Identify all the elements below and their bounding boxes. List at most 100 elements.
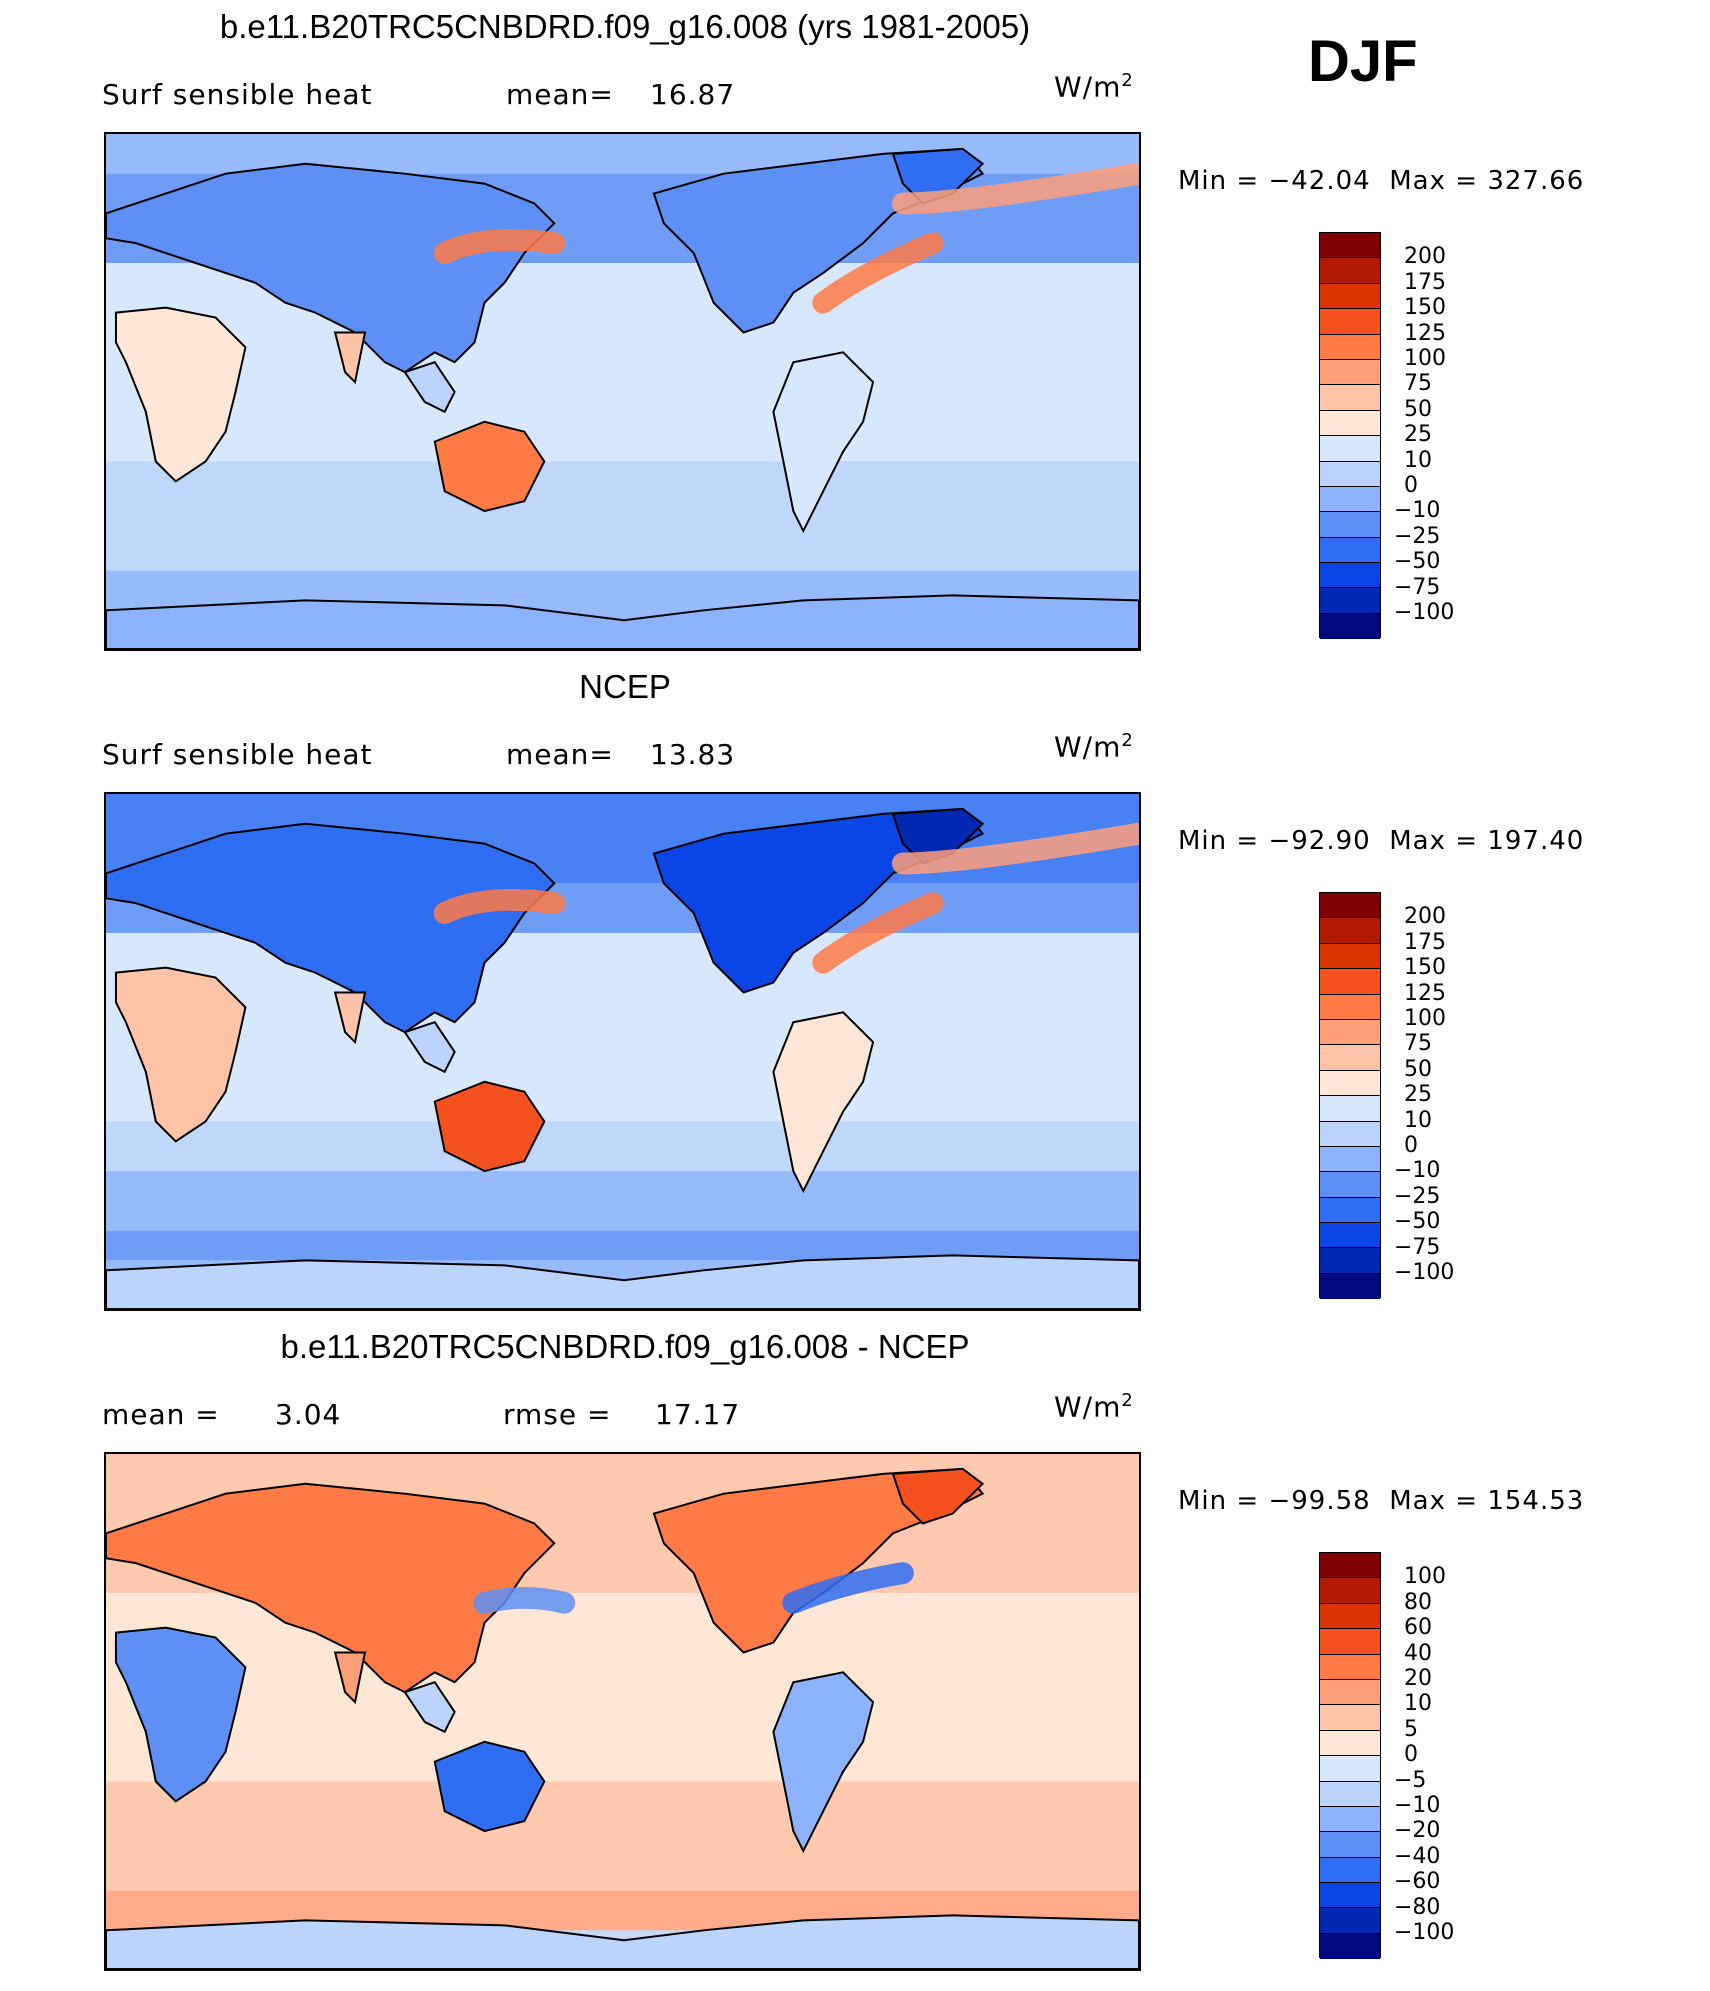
colorbar-swatch (1320, 1679, 1380, 1706)
min-max-readout: Min = −99.58 Max = 154.53 (1178, 1486, 1584, 1516)
eq: = (1445, 166, 1488, 196)
colorbar-swatch (1320, 283, 1380, 310)
stat-value: 17.17 (655, 1398, 741, 1431)
continent-antarctica (106, 1914, 1139, 1969)
colorbar-swatch (1320, 1654, 1380, 1680)
colorbar-tick-label: 175 (1404, 929, 1446, 955)
colorbar-swatch (1320, 1045, 1380, 1071)
colorbar-tick-label: 0 (1404, 1133, 1418, 1158)
continent-india (333, 331, 367, 385)
sp (1371, 166, 1390, 196)
colorbar-swatch (1320, 1197, 1380, 1224)
stat-value: 13.83 (650, 738, 736, 771)
units-label: W/m2 (1054, 70, 1134, 103)
units-exponent: 2 (1121, 70, 1134, 91)
colorbar-tick-label: −10 (1394, 498, 1441, 524)
colorbar-tick-label: 10 (1404, 1107, 1432, 1133)
continent-seasia (403, 361, 456, 414)
colorbar-swatch (1320, 1121, 1380, 1147)
colorbar-swatch (1320, 994, 1380, 1020)
contour-band (106, 134, 1139, 174)
continent-africa (114, 966, 247, 1143)
colorbar-tick-label: 125 (1404, 980, 1446, 1006)
ocean-current-feature (891, 822, 1139, 875)
colorbar-tick-label: 75 (1404, 371, 1432, 397)
colorbar-swatch (1320, 309, 1380, 335)
contour-band (106, 942, 1139, 1092)
continent-australia (433, 1740, 546, 1833)
colorbar-swatch (1320, 893, 1380, 919)
colorbar-swatch (1320, 359, 1380, 386)
panel-title: NCEP (579, 668, 671, 705)
contour-band (106, 292, 1139, 432)
colorbar-swatch (1320, 588, 1380, 614)
colorbar-swatch (1320, 1223, 1380, 1249)
colorbar-swatch (1320, 537, 1380, 564)
colorbar-swatch (1320, 1756, 1380, 1782)
units-label: W/m2 (1054, 730, 1134, 763)
units-label: W/m2 (1054, 1390, 1134, 1423)
colorbar (1319, 1552, 1381, 1960)
stat-value: 16.87 (650, 78, 736, 111)
colorbar-swatch (1320, 1857, 1380, 1884)
colorbar (1319, 892, 1381, 1300)
colorbar-tick-label: 100 (1404, 1564, 1446, 1590)
contour-map (104, 1452, 1141, 1971)
continent-australia (433, 420, 546, 513)
colorbar-tick-label: 125 (1404, 320, 1446, 346)
continent-australia (433, 1080, 546, 1173)
colorbar-swatch (1320, 1172, 1380, 1198)
contour-band (106, 1121, 1139, 1172)
colorbar-tick-label: 25 (1404, 422, 1432, 448)
colorbar-swatch (1320, 1096, 1380, 1122)
min-max-readout: Min = −42.04 Max = 327.66 (1178, 166, 1584, 196)
colorbar-tick-label: 5 (1404, 1716, 1418, 1742)
colorbar-tick-label: −10 (1394, 1793, 1441, 1818)
map-svg (106, 1454, 1139, 1969)
colorbar-swatch (1320, 233, 1380, 259)
continent-eurasia (106, 822, 556, 1034)
colorbar-tick-label: 40 (1404, 1640, 1432, 1666)
colorbar-swatch (1320, 1273, 1380, 1300)
colorbar-tick-label: 10 (1404, 447, 1432, 473)
ocean-current-feature (812, 232, 944, 314)
continent-antarctica (106, 594, 1139, 649)
colorbar-tick-label: 100 (1404, 1006, 1446, 1031)
panel-title: b.e11.B20TRC5CNBDRD.f09_g16.008 (yrs 198… (219, 8, 1031, 45)
units-base: W/m (1054, 70, 1122, 104)
colorbar-tick-label: 150 (1404, 295, 1446, 321)
colorbar-swatch (1320, 436, 1380, 462)
contour-band (106, 1171, 1139, 1231)
season-label: DJF (1308, 29, 1418, 94)
map-svg (106, 134, 1139, 649)
continent-samerica (772, 351, 875, 534)
colorbar-swatch (1320, 943, 1380, 970)
ocean-current-feature (782, 1562, 914, 1614)
min-label: Min (1178, 1486, 1228, 1516)
colorbar-swatch (1320, 1578, 1380, 1604)
units-base: W/m (1054, 1390, 1122, 1424)
colorbar-tick-label: 50 (1404, 1056, 1432, 1082)
continent-antarctica (106, 1254, 1139, 1309)
colorbar-tick-label: −20 (1394, 1818, 1441, 1844)
continent-samerica (772, 1011, 875, 1194)
min-label: Min (1178, 826, 1228, 856)
colorbar-tick-label: 200 (1404, 904, 1446, 930)
ocean-current-feature (433, 888, 566, 924)
colorbar-swatch (1320, 1832, 1380, 1858)
colorbar-tick-label: 75 (1404, 1031, 1432, 1057)
max-value: 197.40 (1487, 826, 1585, 856)
continent-africa (114, 306, 247, 483)
continent-eurasia (106, 1482, 556, 1694)
continent-seasia (403, 1021, 456, 1074)
colorbar-swatch (1320, 1883, 1380, 1909)
colorbar-swatch (1320, 486, 1380, 513)
contour-band (106, 461, 1139, 512)
stat-label: mean= (506, 738, 614, 771)
continent-india (333, 1651, 367, 1705)
colorbar-swatch (1320, 969, 1380, 995)
colorbar-tick-label: 150 (1404, 955, 1446, 981)
colorbar-swatch (1320, 410, 1380, 437)
colorbar-tick-label: −50 (1394, 1209, 1441, 1235)
ocean-current-feature (891, 162, 1139, 215)
